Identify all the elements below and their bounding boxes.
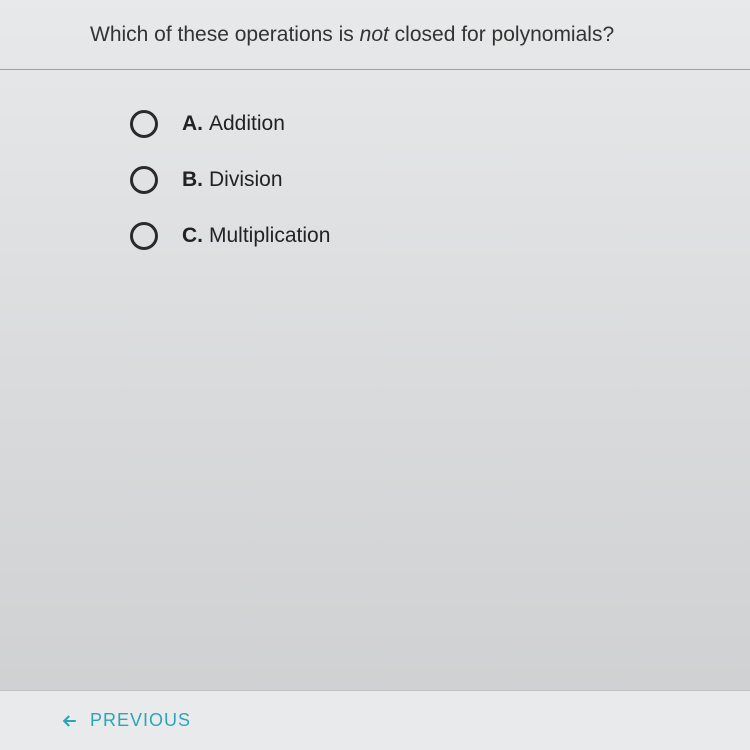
options-list: A. Addition B. Division C. Multiplication	[0, 70, 750, 250]
option-c-label: C. Multiplication	[182, 224, 330, 248]
radio-a[interactable]	[130, 110, 158, 138]
option-a-letter: A.	[182, 112, 203, 135]
option-a[interactable]: A. Addition	[130, 110, 750, 138]
quiz-content: Which of these operations is not closed …	[0, 0, 750, 250]
question-suffix: closed for polynomials?	[389, 23, 614, 46]
question-italic: not	[360, 23, 389, 46]
radio-b[interactable]	[130, 166, 158, 194]
previous-button[interactable]: PREVIOUS	[60, 710, 191, 731]
question-prefix: Which of these operations is	[90, 23, 360, 46]
previous-label: PREVIOUS	[90, 710, 191, 731]
option-b-letter: B.	[182, 168, 203, 191]
footer-bar: PREVIOUS	[0, 690, 750, 750]
option-b-text: Division	[209, 168, 283, 191]
option-c-letter: C.	[182, 224, 203, 247]
question-text: Which of these operations is not closed …	[90, 20, 690, 49]
radio-c[interactable]	[130, 222, 158, 250]
option-b-label: B. Division	[182, 168, 283, 192]
option-c[interactable]: C. Multiplication	[130, 222, 750, 250]
question-header: Which of these operations is not closed …	[0, 20, 750, 70]
option-a-label: A. Addition	[182, 112, 285, 136]
option-c-text: Multiplication	[209, 224, 330, 247]
arrow-left-icon	[60, 711, 80, 731]
option-b[interactable]: B. Division	[130, 166, 750, 194]
option-a-text: Addition	[209, 112, 285, 135]
